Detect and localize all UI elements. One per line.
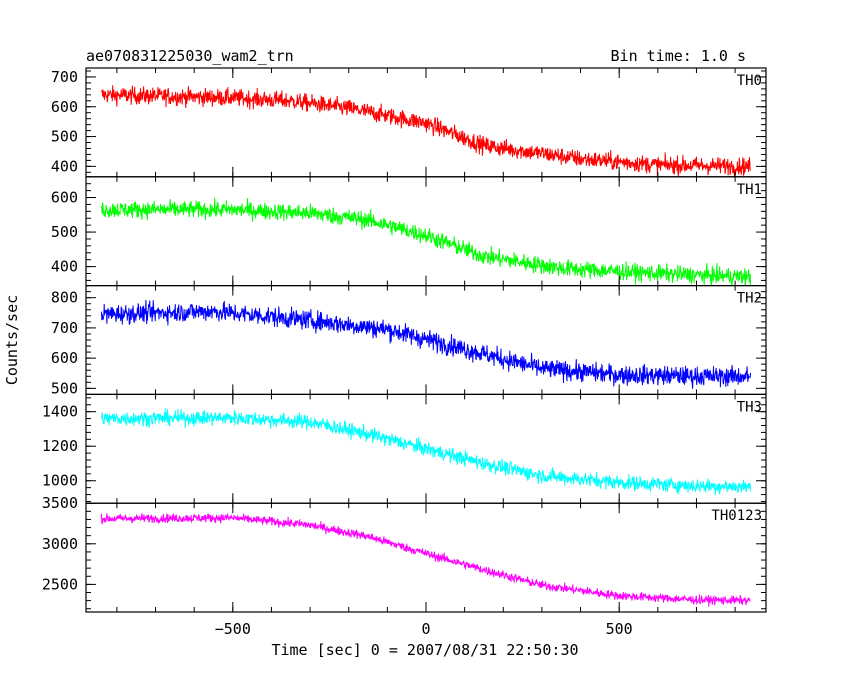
panels-layer: 400 500 600 700 TH0 400 500 600 TH1 500 600 700 800 T… — [42, 67, 767, 638]
series-line-th2 — [101, 299, 751, 389]
bin-time-label: Bin time: 1.0 s — [611, 47, 746, 65]
series-line-th1 — [101, 197, 751, 286]
series-line-th3 — [101, 408, 751, 495]
y-tick-label: 600 — [51, 189, 78, 207]
panel-label-th2: TH2 — [737, 291, 762, 307]
x-tick-label: 0 — [421, 620, 430, 638]
y-tick-label: 700 — [51, 68, 78, 86]
y-tick-label: 1400 — [42, 403, 78, 421]
panel-th0: 400 500 600 700 TH0 — [51, 67, 767, 178]
y-tick-label: 500 — [51, 223, 78, 241]
panel-label-th1: TH1 — [737, 182, 762, 198]
series-line-th0 — [101, 85, 751, 177]
y-axis-title: Counts/sec — [3, 295, 21, 385]
y-tick-label: 400 — [51, 258, 78, 276]
chart-title: ae070831225030_wam2_trn — [86, 47, 294, 65]
panel-label-th3: TH3 — [737, 399, 762, 415]
y-tick-label: 1000 — [42, 472, 78, 490]
y-tick-label: 500 — [51, 128, 78, 146]
panel-th3: 1000 1200 1400 TH3 — [42, 393, 767, 504]
y-tick-label: 400 — [51, 157, 78, 175]
panel-th1: 400 500 600 TH1 — [51, 176, 767, 287]
panel-label-th0: TH0 — [737, 73, 762, 89]
panel-th0123: 2500 3000 3500 TH0123 — [42, 494, 767, 613]
y-tick-label: 2500 — [42, 575, 78, 593]
y-tick-label: 600 — [51, 349, 78, 367]
panel-label-th0123: TH0123 — [711, 508, 762, 524]
series-line-th0123 — [101, 512, 751, 607]
panel-th2: 500 600 700 800 TH2 — [51, 285, 767, 397]
y-tick-label: 500 — [51, 379, 78, 397]
x-tick-label: −500 — [215, 620, 251, 638]
y-tick-label: 1200 — [42, 437, 78, 455]
x-axis-title: Time [sec] 0 = 2007/08/31 22:50:30 — [271, 641, 578, 659]
x-tick-label: 500 — [606, 620, 633, 638]
y-tick-label: 600 — [51, 98, 78, 116]
y-tick-label: 700 — [51, 319, 78, 337]
y-tick-label: 3000 — [42, 535, 78, 553]
y-tick-label: 800 — [51, 289, 78, 307]
y-tick-label: 3500 — [42, 494, 78, 512]
